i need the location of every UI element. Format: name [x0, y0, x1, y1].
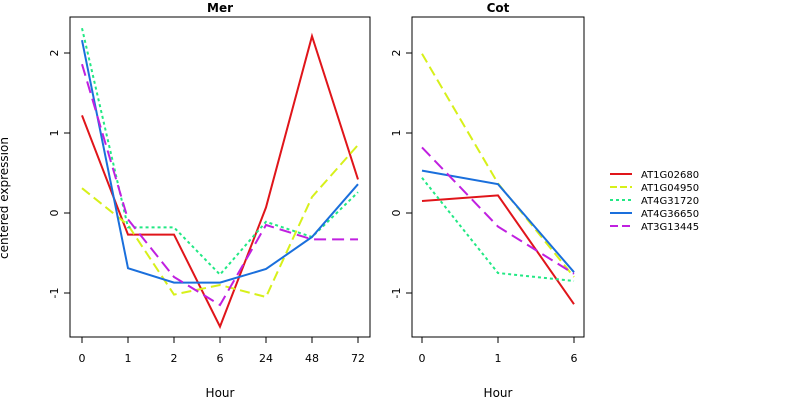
cot-plot-frame	[411, 16, 585, 338]
cot-y-tick-label: -1	[390, 288, 403, 299]
panel-cot: Cot 0 1 6 -1 0 1 2 Hour	[390, 1, 585, 400]
cot-series-line-at1g04950	[421, 53, 575, 278]
mer-y-tick-label: 0	[48, 210, 61, 217]
mer-series-line-at1g04950	[81, 144, 359, 299]
mer-y-tick-label: -1	[48, 288, 61, 299]
mer-x-tick-label: 72	[351, 352, 365, 365]
mer-x-tick-label: 6	[217, 352, 224, 365]
cot-series-line-at3g13445	[421, 146, 575, 275]
cot-y-tick-label: 2	[390, 50, 403, 57]
cot-series-line-at4g36650	[421, 169, 575, 273]
cot-series-line-at4g31720	[421, 177, 575, 282]
y-axis-label: centered expression	[0, 137, 11, 259]
cot-x-tick-label: 1	[495, 352, 502, 365]
legend: AT1G02680 AT1G04950 AT4G31720 AT4G36650 AT3G…	[610, 170, 699, 233]
legend-label: AT1G04950	[641, 183, 699, 194]
panel-mer: Mer 0 1 2 6 24 48 72 -1 0 1 2 Hour	[48, 1, 371, 400]
mer-series-line-at4g36650	[81, 40, 359, 284]
mer-x-axis-label: Hour	[206, 386, 235, 400]
legend-label: AT4G36650	[641, 209, 699, 220]
cot-x-tick-label: 6	[571, 352, 578, 365]
legend-label: AT1G02680	[641, 170, 699, 181]
mer-x-tick-label: 24	[259, 352, 273, 365]
mer-title: Mer	[207, 1, 233, 15]
mer-series-line-at4g31720	[81, 27, 359, 277]
cot-x-axis-label: Hour	[484, 386, 513, 400]
legend-label: AT4G31720	[641, 196, 699, 207]
mer-series-line-at3g13445	[81, 63, 358, 307]
mer-x-tick-label: 1	[125, 352, 132, 365]
cot-x-tick-label: 0	[419, 352, 426, 365]
mer-series-line-at1g02680	[81, 32, 359, 330]
legend-label: AT3G13445	[641, 222, 699, 233]
cot-title: Cot	[487, 1, 510, 15]
mer-y-tick-label: 2	[48, 50, 61, 57]
cot-series-line-at1g02680	[421, 194, 575, 305]
mer-x-tick-label: 0	[79, 352, 86, 365]
cot-y-tick-label: 1	[390, 130, 403, 137]
mer-x-tick-label: 2	[171, 352, 178, 365]
mer-y-tick-label: 1	[48, 130, 61, 137]
cot-y-tick-label: 0	[390, 210, 403, 217]
mer-x-tick-label: 48	[305, 352, 319, 365]
